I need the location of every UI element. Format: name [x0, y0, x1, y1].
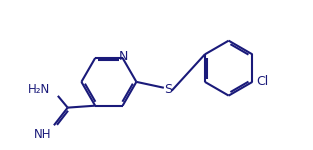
Text: Cl: Cl: [256, 75, 269, 88]
Text: N: N: [119, 50, 128, 63]
Text: NH: NH: [33, 128, 51, 141]
Text: S: S: [164, 83, 172, 96]
Text: H₂N: H₂N: [28, 83, 50, 96]
